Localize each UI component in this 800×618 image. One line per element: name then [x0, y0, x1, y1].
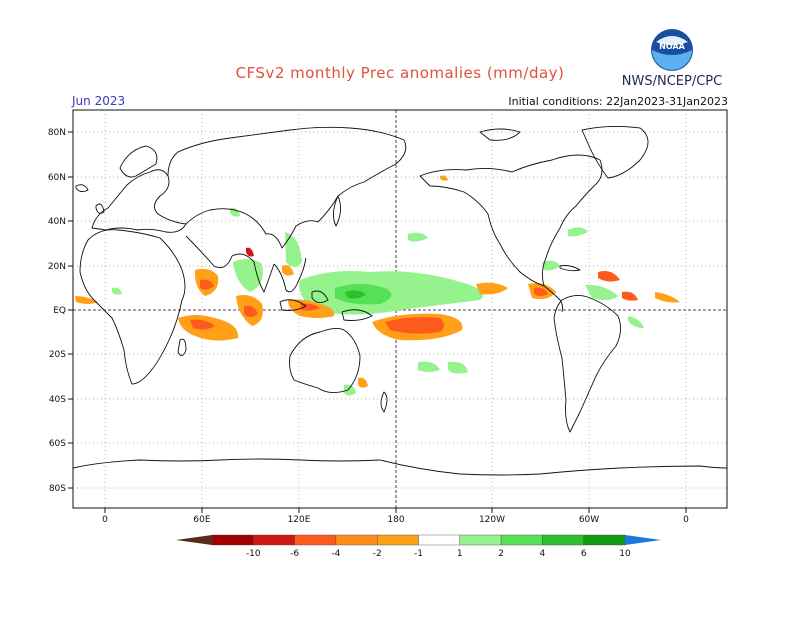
colorbar-label: -6	[290, 549, 299, 559]
lon-label-180: 180	[387, 515, 404, 525]
colorbar-box	[377, 534, 419, 546]
colorbar-arrow-right	[625, 535, 661, 545]
anomaly-shading	[75, 175, 680, 396]
dry-anomaly-india-n	[246, 247, 254, 257]
lon-label-60e: 60E	[193, 515, 210, 525]
wet-anomaly-spac2	[448, 361, 468, 374]
wet-anomaly-nwpac	[408, 232, 428, 242]
coastlines	[72, 125, 728, 476]
colorbar-box	[294, 534, 337, 546]
colorbar-box	[459, 534, 502, 546]
gridlines	[73, 110, 727, 508]
lat-label-20n: 20N	[48, 262, 66, 272]
lat-label-60n: 60N	[48, 173, 66, 183]
wet-anomaly-wpac-core2	[345, 290, 366, 299]
coast-uk	[95, 203, 105, 214]
coast-arctic-islands	[479, 128, 521, 141]
lon-label-120e: 120E	[288, 515, 311, 525]
coast-borneo	[311, 290, 329, 303]
month-label: Jun 2023	[72, 94, 126, 108]
coast-greenland	[581, 125, 649, 179]
coast-scandinavia	[119, 145, 158, 178]
coast-arabia	[185, 235, 275, 293]
dry-anomaly-epac	[476, 282, 508, 295]
colorbar-box	[500, 534, 543, 546]
colorbar-label: 6	[581, 549, 587, 559]
wet-anomaly-scs	[285, 232, 302, 267]
colorbar-label: 10	[619, 549, 631, 559]
coast-cuba	[559, 265, 581, 272]
colorbar-box	[583, 534, 626, 546]
coast-namerica	[419, 154, 603, 287]
coast-iceland	[75, 184, 89, 193]
lon-label-0: 0	[102, 515, 108, 525]
lon-axis: 0 60E 120E 180 120W 60W 0	[102, 508, 689, 525]
dry-anomaly-natl-trop3	[655, 292, 680, 303]
wet-anomaly-spac	[418, 361, 440, 372]
dry-anomaly-bay-core	[244, 305, 258, 317]
wet-anomaly-satl	[628, 316, 644, 328]
coast-indonesia	[279, 299, 307, 311]
colorbar-label: -4	[331, 549, 340, 559]
wet-anomaly-aus	[344, 384, 356, 396]
lat-axis: 80N 60N 40N 20N EQ 20S 40S 60S 80S	[48, 128, 73, 494]
lat-label-80s: 80S	[49, 484, 66, 494]
lon-label-120w: 120W	[479, 515, 505, 525]
dry-anomaly-wafr	[75, 296, 98, 304]
dry-anomaly-sio-core	[190, 319, 215, 330]
coast-europe	[91, 169, 187, 233]
coast-africa	[79, 229, 186, 385]
noaa-logo-text: NOAA	[659, 42, 685, 51]
lat-label-20s: 20S	[49, 350, 66, 360]
colorbar-label: -10	[246, 549, 261, 559]
colorbar-box	[335, 534, 378, 546]
initial-conditions: Initial conditions: 22Jan2023-31Jan2023	[508, 95, 728, 108]
lat-label-40s: 40S	[49, 395, 66, 405]
coast-samerica	[553, 295, 621, 433]
map-title: CFSv2 monthly Prec anomalies (mm/day)	[235, 64, 565, 82]
dry-anomaly-aus	[358, 377, 368, 388]
coast-nz	[380, 391, 388, 413]
coast-asia	[167, 126, 407, 249]
dry-anomaly-arabsea-core	[200, 279, 214, 290]
dry-anomaly-ph	[282, 265, 294, 276]
lat-label-60s: 60S	[49, 439, 66, 449]
colorbar-box	[253, 534, 295, 546]
dry-anomaly-nepac	[440, 175, 448, 181]
coast-seasia	[273, 257, 307, 293]
coast-centralam	[543, 285, 564, 313]
dry-anomaly-cpac-core	[385, 317, 444, 334]
coast-madagascar	[177, 338, 187, 356]
noaa-logo: NOAA	[651, 29, 693, 71]
wet-anomaly-wpac	[299, 271, 484, 315]
colorbar-box	[418, 534, 460, 546]
colorbar-label: -2	[373, 549, 382, 559]
coast-australia	[289, 327, 361, 393]
wet-anomaly-atl	[585, 284, 618, 301]
colorbar-label: 4	[540, 549, 546, 559]
coast-japan	[333, 195, 341, 227]
colorbar-label: -1	[414, 549, 423, 559]
colorbar-label: 2	[498, 549, 504, 559]
colorbar-box	[542, 534, 584, 546]
lat-label-40n: 40N	[48, 217, 66, 227]
agency-label: NWS/NCEP/CPC	[621, 74, 723, 89]
wet-anomaly-natl	[568, 227, 588, 237]
coast-newguinea	[341, 309, 373, 321]
lon-label-0-east: 0	[683, 515, 689, 525]
coast-antarctica	[72, 458, 728, 476]
wet-anomaly-carib	[542, 260, 560, 271]
colorbar-label: 1	[457, 549, 463, 559]
dry-anomaly-natl-trop2	[622, 291, 638, 301]
colorbar-box	[211, 534, 254, 546]
colorbar-arrow-left	[176, 535, 212, 545]
wet-anomaly-eafr	[112, 287, 122, 295]
lat-label-80n: 80N	[48, 128, 66, 138]
lon-label-60w: 60W	[579, 515, 599, 525]
colorbar: -10 -6 -4 -2 -1 1 2 4 6 10	[176, 534, 661, 559]
dry-anomaly-natl-trop	[598, 271, 620, 282]
dry-anomaly-mex-core	[534, 287, 548, 296]
lat-label-eq: EQ	[53, 306, 66, 316]
